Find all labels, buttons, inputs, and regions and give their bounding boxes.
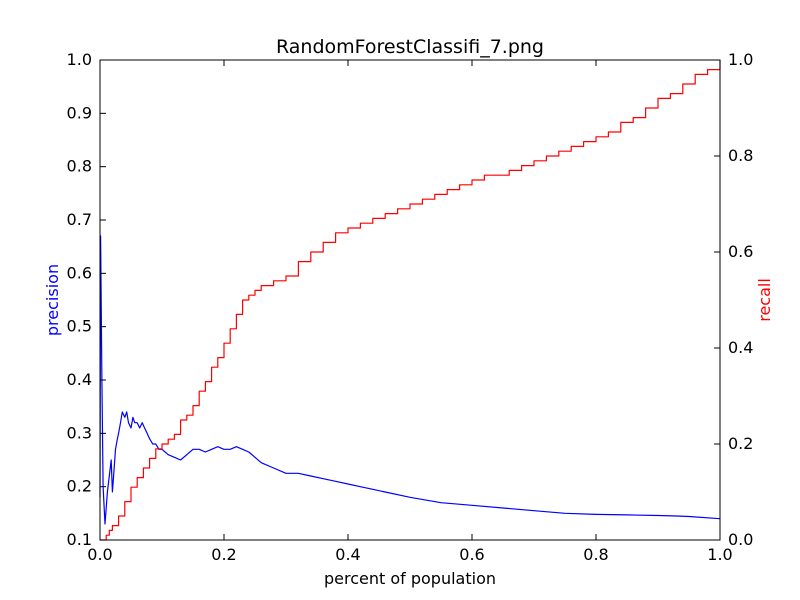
- y-left-tick-label: 0.6: [67, 263, 92, 282]
- axes: 0.0 0.2 0.4 0.6 0.8 1.0 0.1 0.2 0.3 0.4 0.5 0.6 0.7 0…: [67, 50, 754, 564]
- x-tick-label: 0.0: [87, 545, 112, 564]
- y-left-axis-label: precision: [43, 264, 62, 336]
- y-left-tick-label: 0.3: [67, 423, 92, 442]
- y-left-tick-label: 0.9: [67, 103, 92, 122]
- recall-series-line: [100, 60, 721, 541]
- y-right-tick-label: 0.8: [728, 146, 753, 165]
- x-axis-label: percent of population: [324, 569, 496, 588]
- x-tick-label: 0.4: [335, 545, 360, 564]
- y-left-tick-label: 0.4: [67, 370, 92, 389]
- y-right-tick-label: 0.4: [728, 338, 753, 357]
- y-right-tick-label: 1.0: [728, 50, 753, 69]
- precision-series-line: [99, 235, 721, 525]
- y-left-tick-label: 0.5: [67, 317, 92, 336]
- x-tick-label: 0.6: [459, 545, 484, 564]
- y-right-axis-label: recall: [755, 278, 774, 322]
- y-left-tick-label: 0.1: [67, 530, 92, 549]
- y-right-tick-label: 0.6: [728, 242, 753, 261]
- y-right-tick-label: 0.2: [728, 434, 753, 453]
- y-right-tick-label: 0.0: [728, 530, 753, 549]
- chart-title: RandomForestClassifi_7.png: [276, 36, 544, 58]
- plot-frame: [99, 59, 721, 541]
- x-tick-label: 0.2: [211, 545, 236, 564]
- x-tick-label: 0.8: [583, 545, 608, 564]
- y-left-tick-label: 0.8: [67, 157, 92, 176]
- y-left-tick-label: 0.7: [67, 210, 92, 229]
- y-left-tick-label: 1.0: [67, 50, 92, 69]
- y-left-tick-label: 0.2: [67, 477, 92, 496]
- plot-area: [99, 60, 721, 541]
- x-tick-label: 1.0: [707, 545, 732, 564]
